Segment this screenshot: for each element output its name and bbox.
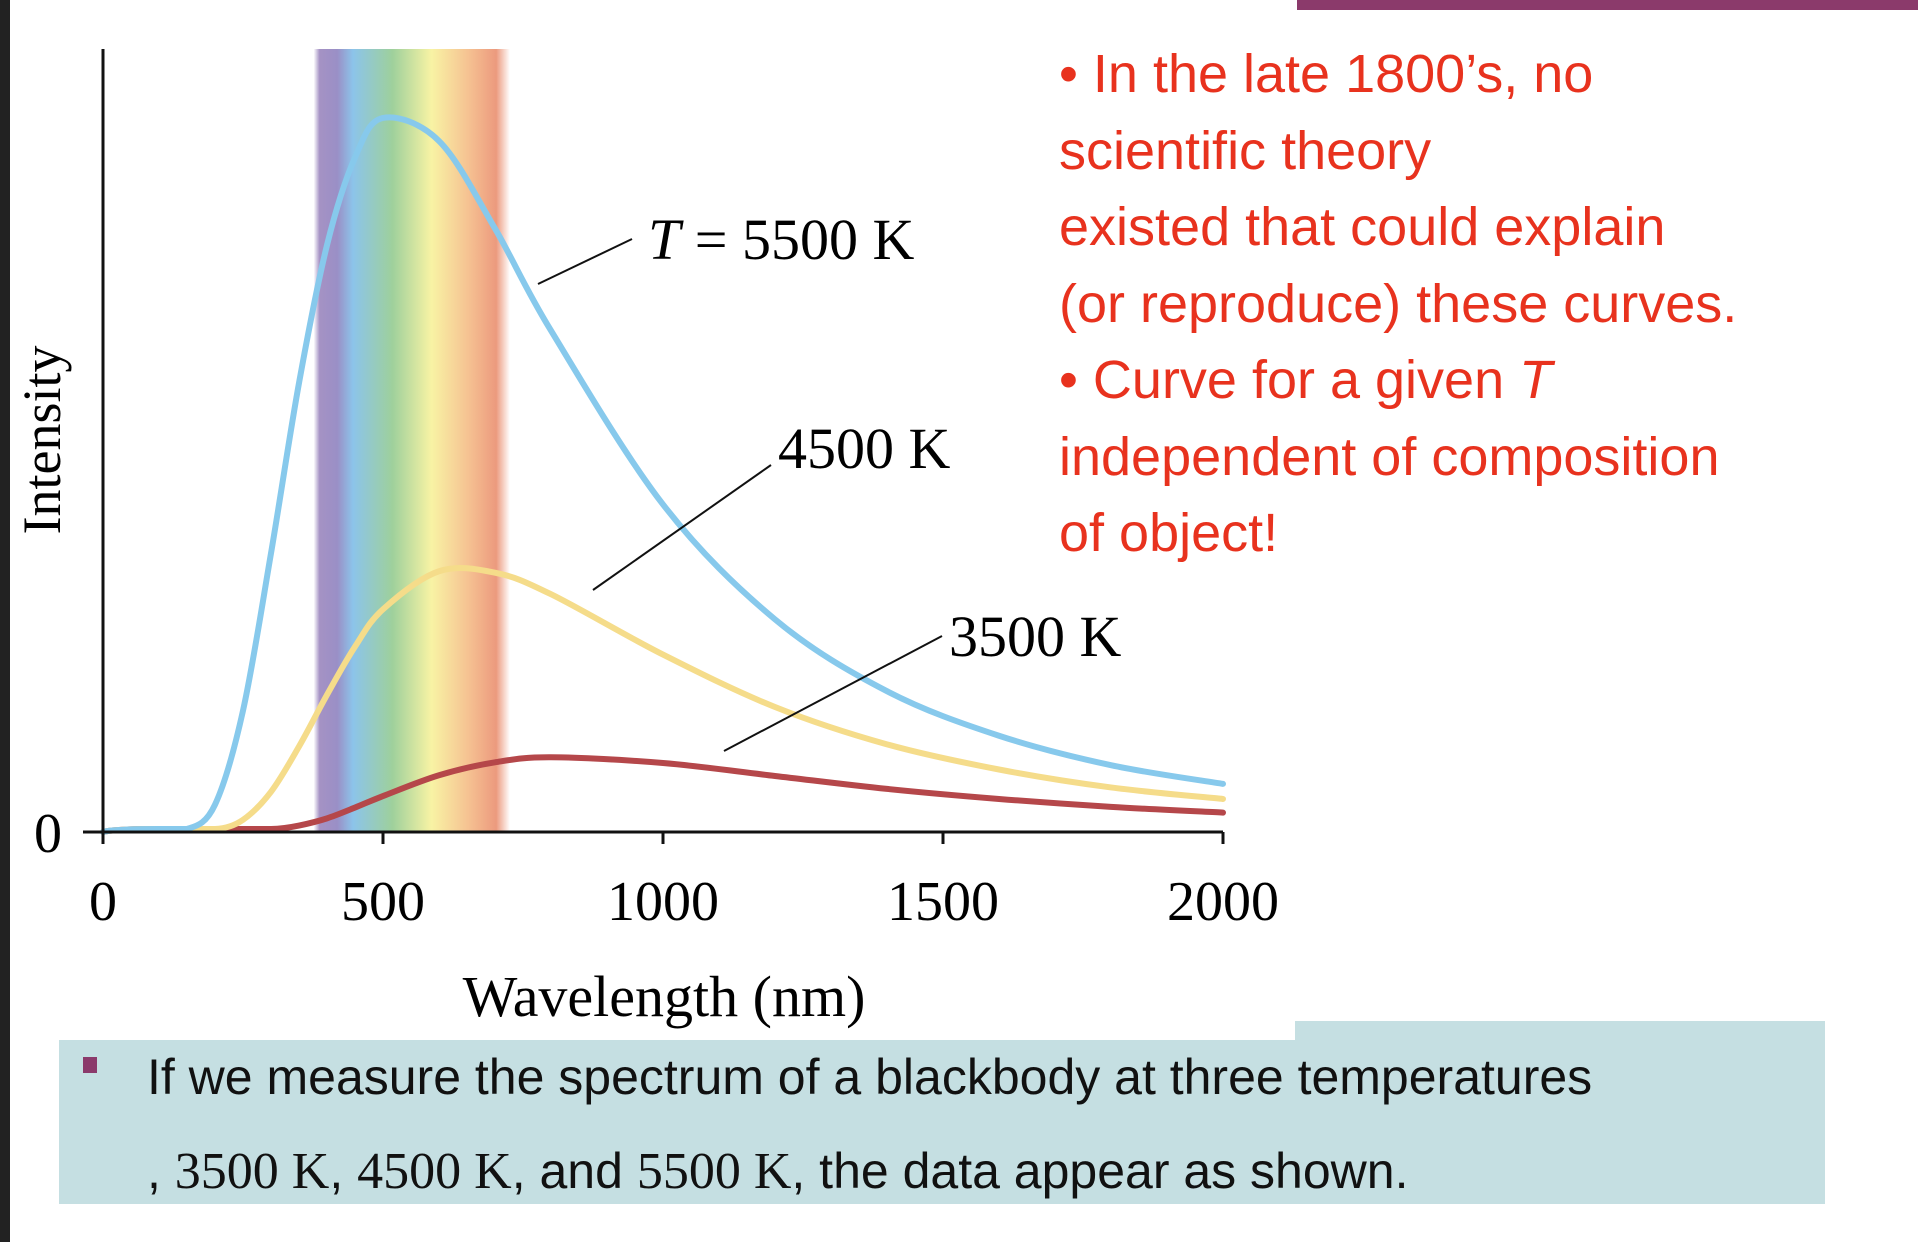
note-line: of object! — [1059, 503, 1279, 563]
y-tick-label-0: 0 — [34, 803, 62, 865]
visible-spectrum-band — [313, 49, 510, 832]
x-tick-label: 1000 — [607, 871, 719, 933]
caption-text: , and — [511, 1143, 637, 1199]
caption-text: , — [329, 1143, 358, 1199]
caption-text: , the data appear as shown. — [791, 1143, 1409, 1199]
curve-5500k — [100, 114, 1226, 835]
note-line: • In the late 1800’s, no — [1059, 44, 1594, 104]
x-axis-label: Wavelength (nm) — [463, 964, 866, 1029]
y-axis-label: Intensity — [12, 346, 72, 535]
leader-5500k — [537, 238, 633, 285]
caption-line-1: If we measure the spectrum of a blackbod… — [147, 1049, 1593, 1105]
temp-5500: 5500 K — [636, 1143, 792, 1200]
caption-box — [59, 1040, 1825, 1204]
label-5500k: T = 5500 K — [648, 207, 914, 272]
note-line: • Curve for a given T — [1059, 342, 1899, 419]
temp-4500: 4500 K — [357, 1143, 512, 1200]
notes-text: • In the late 1800’s, no scientific theo… — [1059, 36, 1899, 572]
note-text: • Curve for a given — [1059, 350, 1520, 410]
leader-3500k — [723, 635, 943, 752]
caption-line-2: , 3500 K, 4500 K, and 5500 K, the data a… — [147, 1124, 1592, 1219]
leader-4500k — [592, 464, 772, 591]
caption-text: If we measure the spectrum of a blackbod… — [147, 1030, 1592, 1219]
window-edge — [0, 0, 10, 1242]
caption-box-tab — [1295, 1021, 1825, 1041]
note-line: independent of composition — [1059, 426, 1720, 487]
note-line: existed that could explain — [1059, 197, 1666, 257]
label-3500k: 3500 K — [949, 604, 1122, 669]
label-5500k-T: T — [648, 207, 684, 272]
x-tick-label: 0 — [89, 871, 117, 933]
x-tick-label: 1500 — [887, 871, 999, 933]
note-line: (or reproduce) these curves. — [1059, 273, 1738, 334]
caption-text: , — [147, 1143, 175, 1199]
curve-4500k — [100, 565, 1226, 835]
x-tick-label: 2000 — [1167, 871, 1279, 933]
label-5500k-rest: = 5500 K — [680, 207, 914, 272]
label-4500k: 4500 K — [778, 416, 951, 481]
temp-3500: 3500 K — [174, 1143, 330, 1200]
accent-bar — [1297, 0, 1918, 10]
x-tick-label: 500 — [341, 871, 425, 933]
note-italic-t: T — [1519, 350, 1553, 410]
note-line: scientific theory — [1059, 120, 1432, 181]
bullet-square-icon — [83, 1057, 97, 1073]
